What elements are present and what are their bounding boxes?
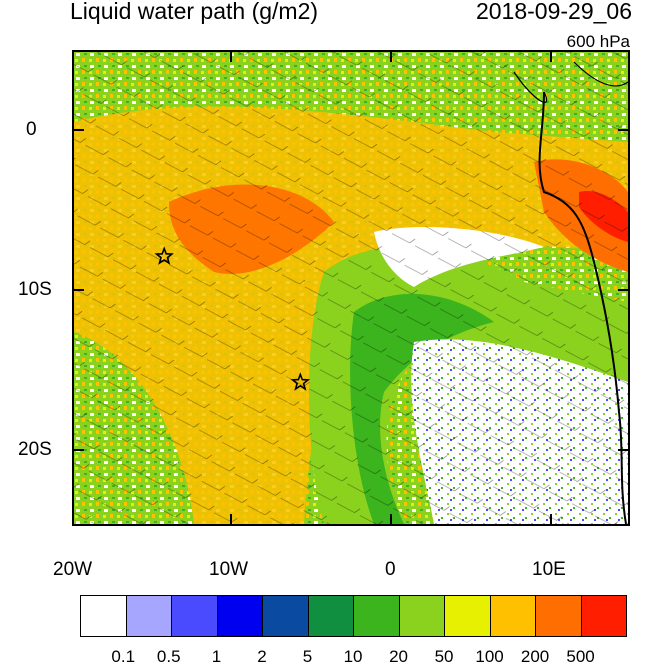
map-canvas	[74, 52, 628, 524]
colorbar-swatch	[125, 595, 172, 637]
marker-layer	[154, 246, 311, 391]
colorbar-label: 1	[211, 647, 222, 666]
x-tick-label: 10W	[209, 559, 249, 580]
colorbar-swatch	[535, 595, 582, 637]
y-tick-label: 10S	[18, 279, 52, 300]
colorbar-swatch	[580, 595, 627, 637]
colorbar-label: 100	[475, 647, 504, 666]
star-marker	[154, 246, 174, 265]
colorbar-label: 2	[257, 647, 267, 666]
wind-barbs	[74, 52, 628, 524]
country-borders	[513, 61, 628, 103]
x-tick-label: 20W	[53, 559, 93, 580]
colorbar-swatch	[398, 595, 445, 637]
colorbar-swatch	[353, 595, 400, 637]
colorbar-label: 500	[566, 647, 595, 666]
y-tick-label: 20S	[18, 439, 52, 460]
colorbar-swatch	[216, 595, 263, 637]
colorbar-label: 5	[302, 647, 313, 666]
colorbar-swatch	[444, 595, 491, 637]
star-marker	[290, 372, 311, 391]
colorbar-swatch	[489, 595, 536, 637]
colorbar-swatch	[262, 595, 309, 637]
colorbar-label: 20	[389, 647, 409, 666]
coastline	[538, 91, 627, 524]
map-title: Liquid water path (g/m2)	[70, 0, 319, 24]
colorbar-swatch	[80, 595, 127, 637]
colorbar-label: 0.1	[111, 647, 136, 666]
pressure-level-label: 600 hPa	[566, 32, 630, 51]
colorbar-label: 200	[520, 647, 550, 666]
colorbar-swatch	[307, 595, 354, 637]
colorbar-swatch	[171, 595, 218, 637]
x-tick-label: 10E	[532, 559, 566, 580]
y-tick-label: 0	[26, 119, 37, 140]
colorbar-label: 10	[343, 647, 363, 666]
datetime-label: 2018-09-29_06	[475, 0, 632, 24]
x-tick-label: 0	[385, 559, 396, 580]
colorbar-label: 0.5	[156, 647, 181, 666]
map-panel	[72, 50, 630, 526]
colorbar-label: 50	[434, 647, 454, 666]
